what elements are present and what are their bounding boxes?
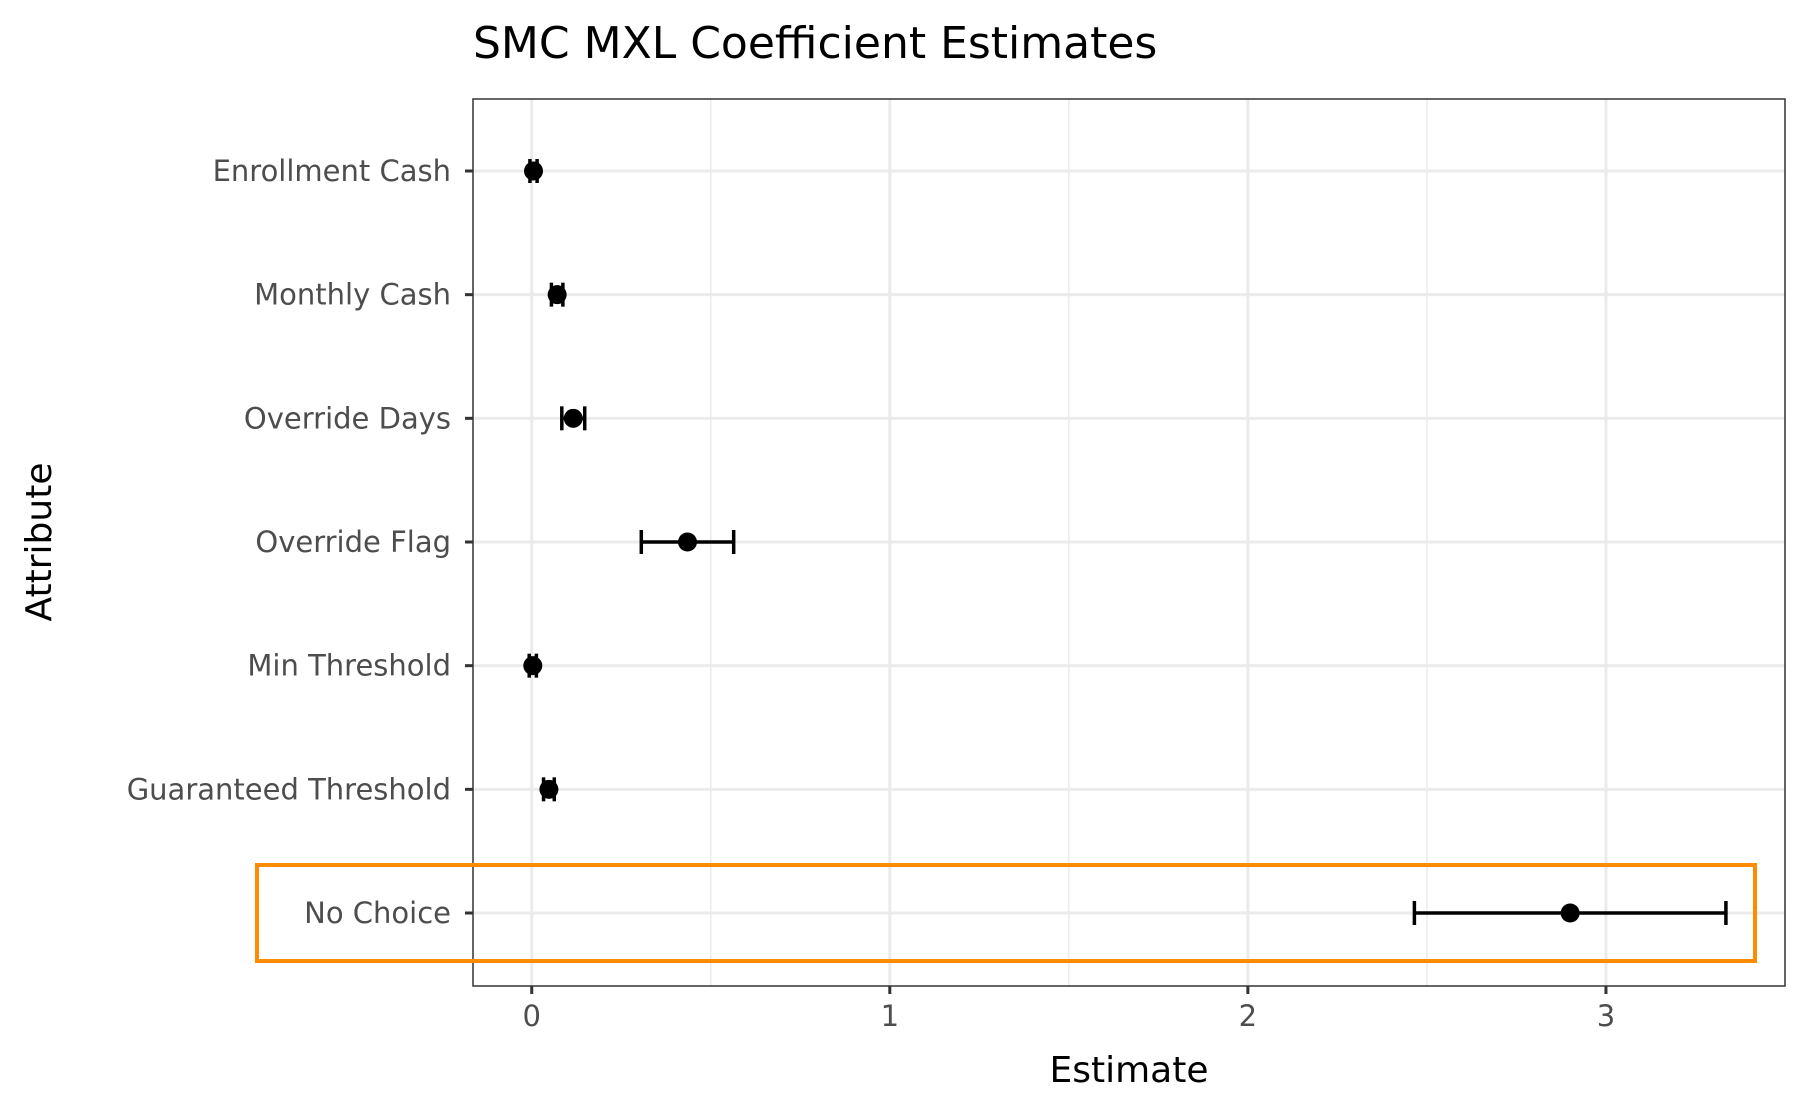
estimate-point xyxy=(523,656,543,676)
errorbar-min-threshold xyxy=(523,653,543,678)
y-axis: Enrollment Cash Monthly Cash Override Days… xyxy=(127,154,473,930)
y-tick-label: Enrollment Cash xyxy=(213,154,451,188)
x-axis: 0 1 2 3 xyxy=(522,986,1615,1033)
errorbar-override-flag xyxy=(639,530,736,554)
y-tick-label: Min Threshold xyxy=(247,649,451,683)
y-tick-label: Guaranteed Threshold xyxy=(127,772,451,806)
errorbar-monthly-cash xyxy=(547,282,567,307)
x-tick-label: 0 xyxy=(522,999,540,1033)
y-tick-label: Monthly Cash xyxy=(254,278,451,312)
estimate-point xyxy=(677,532,697,552)
highlight-box xyxy=(255,863,1757,963)
errorbar-guaranteed-threshold xyxy=(539,777,559,802)
errorbar-override-days xyxy=(560,406,587,431)
estimate-point xyxy=(547,285,567,305)
estimate-point xyxy=(563,408,583,428)
x-tick-label: 3 xyxy=(1597,999,1615,1033)
estimate-point xyxy=(1560,903,1580,923)
y-tick-label: Override Days xyxy=(244,401,451,435)
x-tick-label: 1 xyxy=(881,999,899,1033)
y-tick-label: No Choice xyxy=(304,896,451,930)
y-axis-title: Attribute xyxy=(19,463,60,622)
x-tick-label: 2 xyxy=(1239,999,1257,1033)
x-axis-title: Estimate xyxy=(1049,1050,1208,1091)
estimate-point xyxy=(539,779,559,799)
estimate-point xyxy=(524,161,544,181)
errorbar-no-choice xyxy=(1412,901,1728,925)
chart-title: SMC MXL Coefficient Estimates xyxy=(473,18,1157,69)
y-tick-label: Override Flag xyxy=(255,525,451,559)
marks xyxy=(523,159,1728,925)
errorbar-enrollment-cash xyxy=(524,159,544,183)
